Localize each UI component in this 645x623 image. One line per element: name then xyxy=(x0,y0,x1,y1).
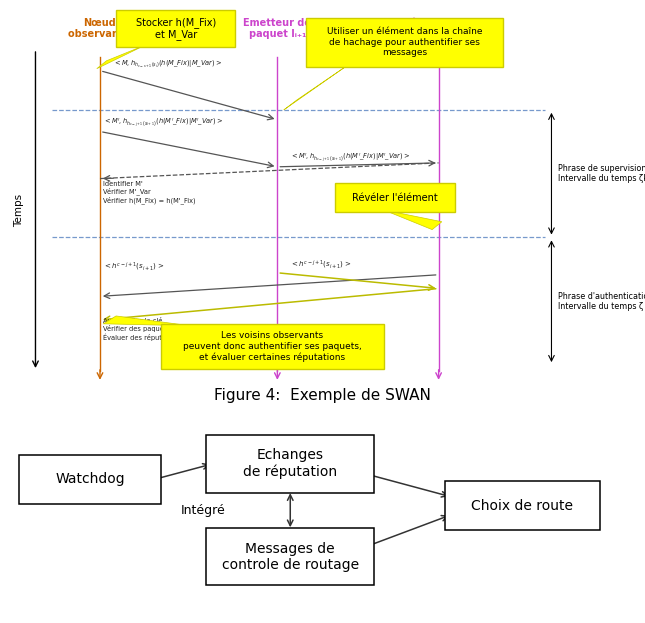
Text: Phrase de supervision
Intervalle du temps ζk: Phrase de supervision Intervalle du temp… xyxy=(558,164,645,183)
Text: Emetteur de
paquet Iᵢ₊₁: Emetteur de paquet Iᵢ₊₁ xyxy=(243,17,312,39)
Text: Les voisins observants
peuvent donc authentifier ses paquets,
et évaluer certain: Les voisins observants peuvent donc auth… xyxy=(183,331,362,361)
FancyBboxPatch shape xyxy=(206,435,374,493)
Polygon shape xyxy=(384,210,442,230)
Polygon shape xyxy=(97,45,145,69)
Text: $< h^{c-j+1}(s_{i+1}) >$: $< h^{c-j+1}(s_{i+1}) >$ xyxy=(103,260,164,273)
Text: Phrase d'authentication
Intervalle du temps ζ k+1: Phrase d'authentication Intervalle du te… xyxy=(558,292,645,311)
Text: $< h^{c-j+1}(s_{i+1}) >$: $< h^{c-j+1}(s_{i+1}) >$ xyxy=(290,259,352,271)
Text: Messages de
controle de routage: Messages de controle de routage xyxy=(222,541,359,572)
Text: Figure 4:  Exemple de SWAN: Figure 4: Exemple de SWAN xyxy=(214,388,431,403)
Text: Nœud
observant Iᵢ: Nœud observant Iᵢ xyxy=(68,17,132,39)
FancyBboxPatch shape xyxy=(206,528,374,586)
FancyBboxPatch shape xyxy=(116,10,235,47)
Text: Echanges
de réputation: Echanges de réputation xyxy=(243,449,337,479)
Text: Utiliser un élément dans la chaîne
de hachage pour authentifier ses
messages: Utiliser un élément dans la chaîne de ha… xyxy=(327,27,482,57)
FancyBboxPatch shape xyxy=(445,482,600,530)
FancyBboxPatch shape xyxy=(19,455,161,503)
Text: Choix de route: Choix de route xyxy=(471,499,573,513)
Text: Authentifier la clé
Vérifier des paquets
Évaluer des réputations: Authentifier la clé Vérifier des paquets… xyxy=(103,318,183,341)
FancyBboxPatch shape xyxy=(161,324,384,369)
FancyBboxPatch shape xyxy=(335,183,455,212)
Polygon shape xyxy=(103,316,190,326)
Text: Récepteur de
paquet Iᵢ₊₂: Récepteur de paquet Iᵢ₊₂ xyxy=(402,17,475,40)
FancyBboxPatch shape xyxy=(306,17,503,67)
Text: Watchdog: Watchdog xyxy=(55,472,125,486)
Text: Stocker h(M_Fix)
et M_Var: Stocker h(M_Fix) et M_Var xyxy=(135,17,216,40)
Text: $< M', h_{h_{c-j+1}(s_{i+1})}(h(M'\_Fix)|M'\_Var) >$: $< M', h_{h_{c-j+1}(s_{i+1})}(h(M'\_Fix)… xyxy=(103,116,224,130)
Text: Temps: Temps xyxy=(14,193,25,227)
Polygon shape xyxy=(284,65,348,110)
Text: Identifier M'
Vérifier M'_Var
Vérifier h(M_Fix) = h(M'_Fix): Identifier M' Vérifier M'_Var Vérifier h… xyxy=(103,181,196,204)
Text: $< M, h_{h_{c-s+1}(s_i)}(h(M\_Fix)|M\_Var) >$: $< M, h_{h_{c-s+1}(s_i)}(h(M\_Fix)|M\_Va… xyxy=(113,58,222,69)
Text: Intégré: Intégré xyxy=(181,504,226,516)
Text: Révéler l'élément: Révéler l'élément xyxy=(352,193,438,202)
Text: $< M', h_{h_{c-j+1}(s_{i+1})}(h(M'\_Fix)|M'\_Var) >$: $< M', h_{h_{c-j+1}(s_{i+1})}(h(M'\_Fix)… xyxy=(290,151,411,165)
